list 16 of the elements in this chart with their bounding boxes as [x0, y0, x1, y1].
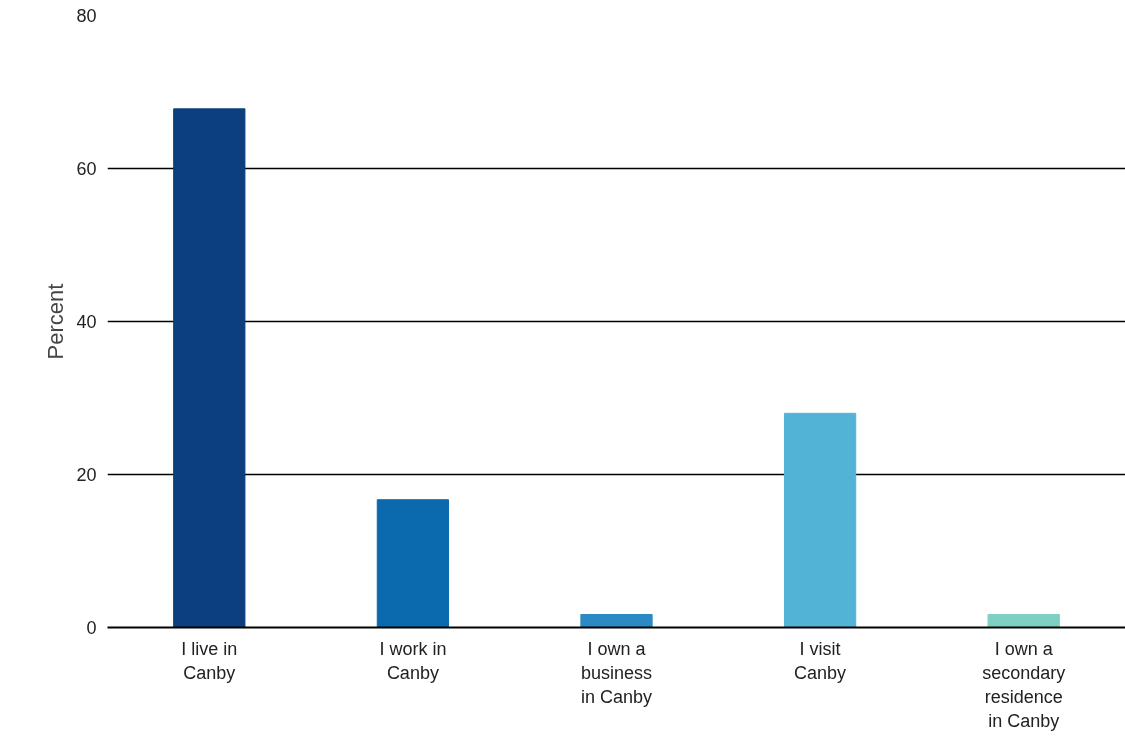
x-tick-label: I own a business in Canby [580, 638, 653, 707]
y-tick-label: 60 [76, 159, 97, 179]
y-tick-label: 80 [76, 6, 97, 26]
bar [580, 613, 653, 628]
x-tick-label: I work in Canby [379, 638, 447, 683]
bar [173, 108, 246, 628]
y-tick-label: 20 [76, 465, 97, 485]
bar [987, 613, 1060, 628]
x-tick-label: I visit Canby [794, 638, 847, 683]
bar [783, 412, 857, 628]
y-tick-label: 40 [76, 312, 97, 332]
y-axis-title: Percent [43, 283, 69, 360]
x-tick-label: I own a secondary residence in Canby [982, 638, 1066, 731]
x-tick-label: I live in Canby [181, 638, 238, 683]
bar [376, 499, 450, 628]
y-tick-label: 0 [86, 618, 97, 638]
